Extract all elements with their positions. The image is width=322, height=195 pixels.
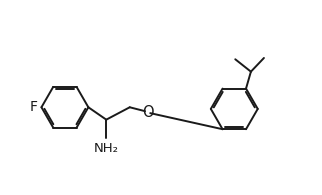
Text: NH₂: NH₂ xyxy=(94,142,119,155)
Text: O: O xyxy=(142,105,154,120)
Text: F: F xyxy=(30,100,38,114)
